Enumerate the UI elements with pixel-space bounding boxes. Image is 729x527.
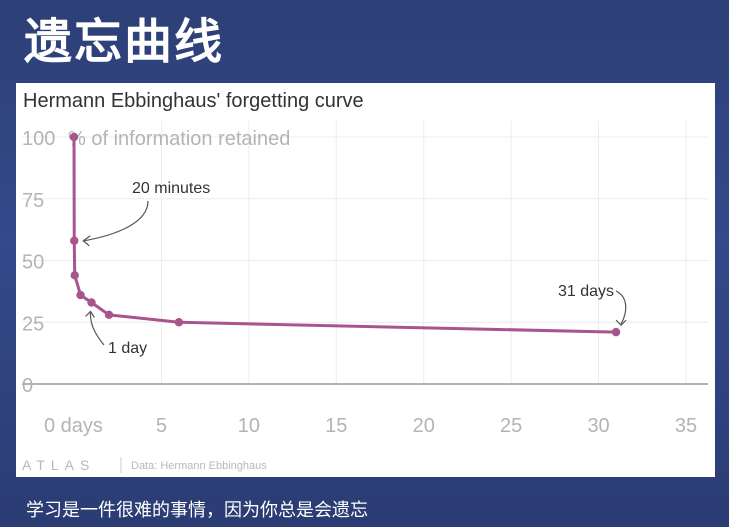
source-note: Data: Hermann Ebbinghaus — [131, 460, 267, 472]
data-point — [69, 132, 79, 142]
data-point — [87, 298, 96, 307]
annotation-arrow — [615, 290, 627, 325]
data-point — [611, 327, 621, 337]
annotation-arrowhead — [85, 310, 95, 318]
x-tick-label: 25 — [500, 415, 522, 437]
y-axis-label: % of information retained — [68, 128, 290, 150]
data-point — [174, 318, 184, 327]
data-point — [104, 310, 114, 320]
forgetting-curve-chart: 100 75 50 25 0 % of information retained 0 day… — [22, 121, 708, 473]
data-point — [76, 290, 85, 300]
x-tick-label: 5 — [156, 415, 167, 437]
x-tick-label: 0 days — [44, 415, 103, 437]
annotation-arrowhead — [615, 319, 627, 326]
x-tick-label: 20 — [413, 415, 435, 437]
x-tick-label: 15 — [325, 415, 347, 437]
brand-logo: ATLAS — [22, 457, 95, 473]
slide-title: 遗忘曲线 — [24, 14, 225, 70]
y-tick-label: 25 — [22, 313, 44, 335]
chart-title: Hermann Ebbinghaus' forgetting curve — [23, 90, 364, 112]
annotation-arrowhead — [82, 235, 91, 247]
y-tick-label: 100 — [22, 128, 55, 150]
y-tick-label: 50 — [22, 252, 44, 274]
x-tick-label: 30 — [587, 415, 609, 437]
data-point — [70, 271, 79, 280]
y-tick-label: 0 — [22, 375, 33, 397]
annotation-label: 20 minutes — [132, 180, 210, 197]
annotation-label: 31 days — [558, 283, 614, 300]
series-line — [72, 135, 618, 334]
annotation-arrow — [84, 200, 149, 242]
x-tick-label: 35 — [675, 415, 697, 437]
slide-caption: 学习是一件很难的事情，因为你总是会遗忘 — [26, 500, 368, 521]
annotation-label: 1 day — [108, 340, 147, 357]
y-tick-label: 75 — [22, 190, 44, 212]
data-point — [70, 236, 79, 245]
annotation-arrow — [89, 312, 105, 346]
x-tick-label: 10 — [238, 415, 260, 437]
chart-panel: Hermann Ebbinghaus' forgetting curve 100… — [16, 83, 715, 477]
